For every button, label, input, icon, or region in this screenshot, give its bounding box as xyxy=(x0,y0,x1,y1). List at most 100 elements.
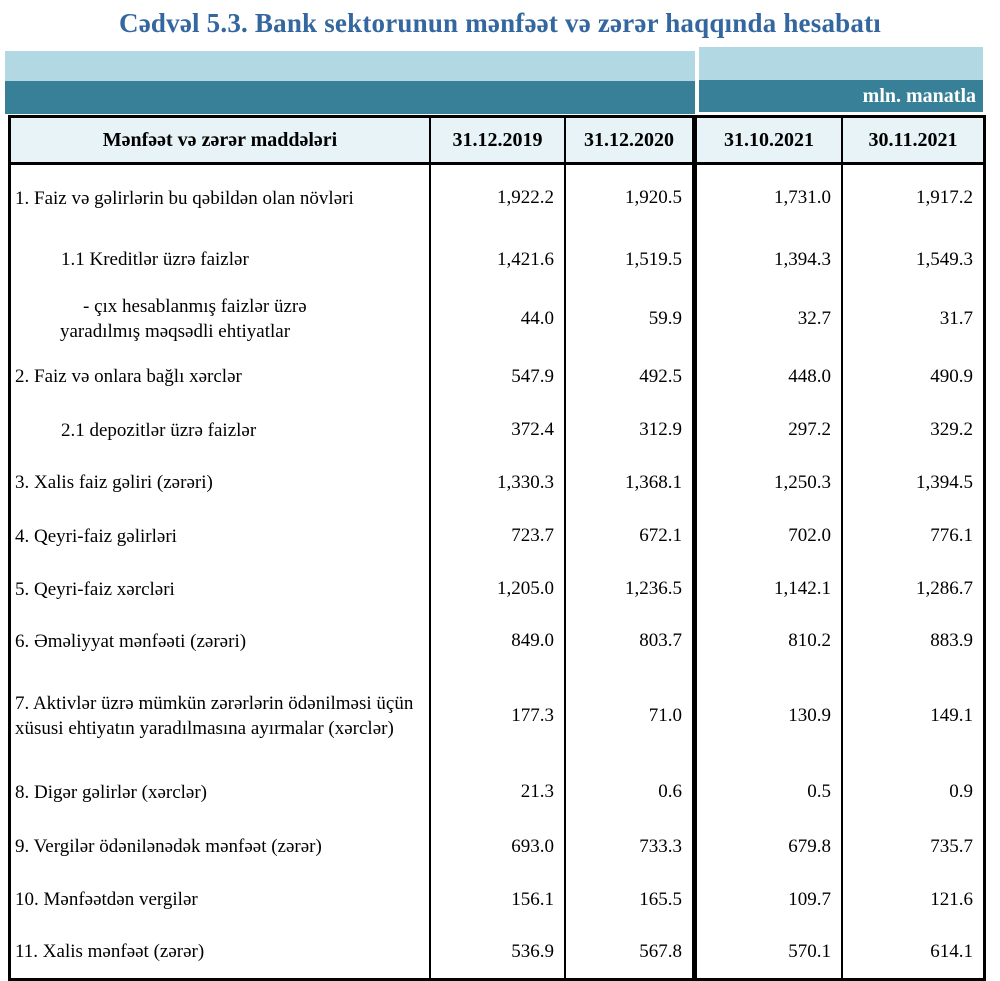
row-value-nov2021: 735.7 xyxy=(930,835,973,857)
row-label-text: 9. Vergilər ödənilənədək mənfəət (zərər) xyxy=(15,836,322,857)
table-row: 6. Əməliyyat mənfəəti (zərəri) 849.0 803… xyxy=(11,615,983,667)
table-row: 10. Mənfəətdən vergilər 156.1 165.5 109.… xyxy=(11,874,983,925)
table-row: 4. Qeyri-faiz gəlirləri 723.7 672.1 702.… xyxy=(11,509,983,563)
row-value-nov2021: 1,394.5 xyxy=(916,471,973,493)
table-row: 11. Xalis mənfəət (zərər) 536.9 567.8 57… xyxy=(11,925,983,978)
banner-band-light-left xyxy=(5,51,695,81)
row-label-text: 3. Xalis faiz gəliri (zərəri) xyxy=(15,472,213,493)
row-value-2019: 1,421.6 xyxy=(431,231,566,288)
row-label: 11. Xalis mənfəət (zərər) xyxy=(11,925,431,978)
row-value-2019: 156.1 xyxy=(431,874,566,925)
col-header-date-oct2021: 31.10.2021 xyxy=(697,118,843,162)
row-value-nov2021: 490.9 xyxy=(930,365,973,387)
row-value-2020: 165.5 xyxy=(566,874,697,925)
row-value-2019: 21.3 xyxy=(431,765,566,819)
row-value-oct2021: 702.0 xyxy=(697,509,843,563)
table-row: 3. Xalis faiz gəliri (zərəri) 1,330.3 1,… xyxy=(11,456,983,509)
row-value-2020: 733.3 xyxy=(566,819,697,874)
table-row: 1. Faiz və gəlirlərin bu qəbildən olan n… xyxy=(11,165,983,231)
row-label-text: 1.1 Kreditlər üzrə faizlər xyxy=(61,249,249,270)
row-value-2019: 849.0 xyxy=(431,615,566,667)
table-row: 2.1 depozitlər üzrə faizlər 372.4 312.9 … xyxy=(11,404,983,456)
row-value-oct2021: 570.1 xyxy=(697,925,843,978)
row-label: 8. Digər gəlirlər (xərclər) xyxy=(11,765,431,819)
row-value-2020: 567.8 xyxy=(566,925,697,978)
row-value-oct2021: 0.5 xyxy=(697,765,843,819)
row-value-2020: 803.7 xyxy=(566,615,697,667)
col-header-date-nov2021: 30.11.2021 xyxy=(868,128,958,151)
row-value-oct2021: 1,142.1 xyxy=(697,563,843,615)
table-header-row: Mənfəət və zərər maddələri 31.12.2019 31… xyxy=(11,118,983,165)
row-label-text: 5. Qeyri-faiz xərcləri xyxy=(15,578,175,600)
row-value-oct2021: 1,731.0 xyxy=(697,165,843,231)
row-value-oct2021: 130.9 xyxy=(697,667,843,765)
row-value-nov2021: 614.1 xyxy=(930,940,973,962)
banner-band-teal-left xyxy=(5,81,695,114)
row-label-text: 1. Faiz və gəlirlərin bu qəbildən olan n… xyxy=(15,187,354,209)
row-value-2019: 547.9 xyxy=(431,349,566,404)
row-value-oct2021: 32.7 xyxy=(697,288,843,349)
col-header-date-2020: 31.12.2020 xyxy=(566,118,697,162)
row-value-2020: 0.6 xyxy=(566,765,697,819)
row-label: 6. Əməliyyat mənfəəti (zərəri) xyxy=(11,615,431,667)
table-row: 8. Digər gəlirlər (xərclər) 21.3 0.6 0.5… xyxy=(11,765,983,819)
row-value-nov2021: 0.9 xyxy=(949,781,973,802)
profit-loss-table: Mənfəət və zərər maddələri 31.12.2019 31… xyxy=(8,115,986,981)
row-label: 9. Vergilər ödənilənədək mənfəət (zərər) xyxy=(11,819,431,874)
row-value-2020: 492.5 xyxy=(566,349,697,404)
row-value-nov2021: 1,549.3 xyxy=(916,248,973,270)
row-value-2020: 1,920.5 xyxy=(566,165,697,231)
row-value-oct2021: 109.7 xyxy=(697,874,843,925)
row-value-2020: 312.9 xyxy=(566,404,697,456)
table-row: 5. Qeyri-faiz xərcləri 1,205.0 1,236.5 1… xyxy=(11,563,983,615)
row-value-nov2021: 149.1 xyxy=(930,705,973,726)
row-value-2020: 1,236.5 xyxy=(566,563,697,615)
row-value-2020: 71.0 xyxy=(566,667,697,765)
row-value-2019: 1,205.0 xyxy=(431,563,566,615)
row-label: 5. Qeyri-faiz xərcləri xyxy=(11,563,431,615)
row-value-nov2021: 776.1 xyxy=(930,525,973,546)
row-label: 7. Aktivlər üzrə mümkün zərərlərin ödəni… xyxy=(11,667,431,765)
row-label-text: 11. Xalis mənfəət (zərər) xyxy=(15,941,205,962)
col-header-items: Mənfəət və zərər maddələri xyxy=(11,118,431,162)
row-value-2019: 536.9 xyxy=(431,925,566,978)
row-label-text: 2. Faiz və onlara bağlı xərclər xyxy=(15,366,242,387)
banner-band-teal-right: mln. manatla xyxy=(699,80,983,112)
row-value-2019: 177.3 xyxy=(431,667,566,765)
table-row: 9. Vergilər ödənilənədək mənfəət (zərər)… xyxy=(11,819,983,874)
page-title: Cədvəl 5.3. Bank sektorunun mənfəət və z… xyxy=(119,8,881,38)
row-value-oct2021: 297.2 xyxy=(697,404,843,456)
row-value-2019: 44.0 xyxy=(431,288,566,349)
table-row: - çıx hesablanmış faizlər üzrə yaradılmı… xyxy=(11,288,983,349)
row-value-oct2021: 679.8 xyxy=(697,819,843,874)
row-label-text: - çıx hesablanmış faizlər üzrə yaradılmı… xyxy=(60,295,307,342)
row-label-text: 7. Aktivlər üzrə mümkün zərərlərin ödəni… xyxy=(15,693,414,739)
row-label: 1. Faiz və gəlirlərin bu qəbildən olan n… xyxy=(11,165,431,231)
row-value-2019: 1,922.2 xyxy=(431,165,566,231)
row-value-2020: 1,519.5 xyxy=(566,231,697,288)
row-value-oct2021: 1,250.3 xyxy=(697,456,843,509)
table-row: 7. Aktivlər üzrə mümkün zərərlərin ödəni… xyxy=(11,667,983,765)
row-value-nov2021: 329.2 xyxy=(930,419,973,440)
unit-label: mln. manatla xyxy=(862,84,976,107)
row-value-2020: 672.1 xyxy=(566,509,697,563)
row-value-nov2021: 883.9 xyxy=(930,630,973,651)
row-value-2019: 1,330.3 xyxy=(431,456,566,509)
row-label: 2.1 depozitlər üzrə faizlər xyxy=(11,404,431,456)
row-label-text: 8. Digər gəlirlər (xərclər) xyxy=(15,781,208,803)
row-value-nov2021: 1,286.7 xyxy=(916,578,973,599)
row-value-2019: 372.4 xyxy=(431,404,566,456)
row-label-text: 2.1 depozitlər üzrə faizlər xyxy=(61,419,257,441)
table-body: 1. Faiz və gəlirlərin bu qəbildən olan n… xyxy=(11,165,983,978)
row-label-text: 4. Qeyri-faiz gəlirləri xyxy=(15,525,177,547)
row-value-nov2021: 31.7 xyxy=(939,307,973,329)
banner-band-light-right xyxy=(699,47,983,80)
row-label-text: 10. Mənfəətdən vergilər xyxy=(15,889,198,910)
row-value-2020: 59.9 xyxy=(566,288,697,349)
row-label: 3. Xalis faiz gəliri (zərəri) xyxy=(11,456,431,509)
row-value-nov2021: 1,917.2 xyxy=(916,187,973,208)
row-label-text: 6. Əməliyyat mənfəəti (zərəri) xyxy=(15,630,247,652)
row-value-oct2021: 448.0 xyxy=(697,349,843,404)
row-label: 10. Mənfəətdən vergilər xyxy=(11,874,431,925)
